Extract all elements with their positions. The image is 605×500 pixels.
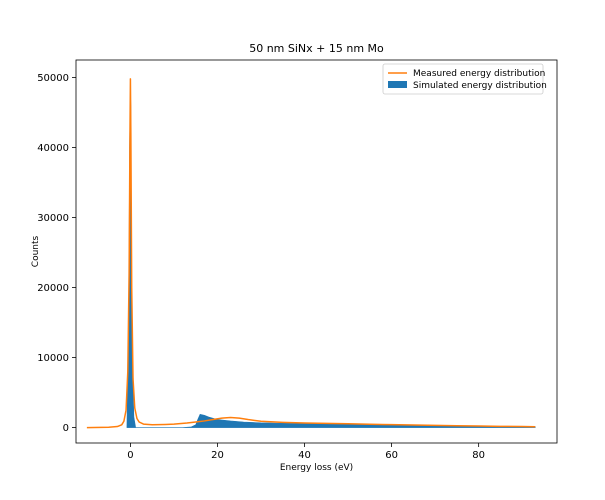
x-tick-label: 0 bbox=[127, 450, 133, 461]
x-axis: 0 20 40 60 80 bbox=[127, 443, 485, 461]
series-measured-energy-distribution bbox=[86, 78, 536, 429]
measured-distribution-line bbox=[86, 78, 536, 429]
y-tick-label: 40000 bbox=[37, 143, 69, 154]
x-tick-label: 80 bbox=[472, 450, 485, 461]
plot-frame bbox=[75, 59, 558, 444]
y-tick-label: 0 bbox=[63, 423, 69, 434]
plot-area bbox=[86, 78, 536, 429]
y-tick-label: 10000 bbox=[37, 353, 69, 364]
legend-label-measured: Measured energy distribution bbox=[413, 69, 545, 79]
legend-swatch-simulated bbox=[388, 81, 407, 88]
x-tick-label: 40 bbox=[298, 450, 311, 461]
x-axis-label: Energy loss (eV) bbox=[280, 463, 353, 473]
y-tick-label: 30000 bbox=[37, 213, 69, 224]
x-tick-label: 20 bbox=[211, 450, 224, 461]
x-tick-label: 60 bbox=[385, 450, 398, 461]
chart-title: 50 nm SiNx + 15 nm Mo bbox=[249, 42, 384, 55]
legend: Measured energy distribution Simulated e… bbox=[382, 63, 547, 95]
y-axis-label: Counts bbox=[31, 235, 41, 267]
y-axis: 0 10000 20000 30000 40000 50000 bbox=[37, 73, 76, 434]
legend-box bbox=[382, 63, 544, 95]
legend-label-simulated: Simulated energy distribution bbox=[413, 81, 547, 91]
y-tick-label: 20000 bbox=[37, 283, 69, 294]
y-tick-label: 50000 bbox=[37, 73, 69, 84]
